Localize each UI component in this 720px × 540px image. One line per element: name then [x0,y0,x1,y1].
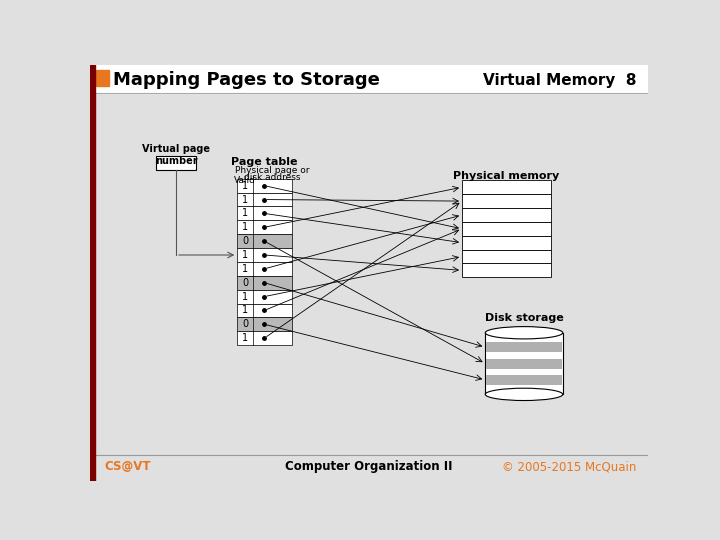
Bar [238,276,292,289]
Text: 1: 1 [242,181,248,191]
Text: Physical page or: Physical page or [235,166,310,174]
Bar [238,289,292,303]
Bar [485,333,563,394]
Text: 1: 1 [242,306,248,315]
Text: 1: 1 [242,208,248,218]
Text: Page table: Page table [231,157,297,167]
Bar [90,65,648,92]
Text: 1: 1 [242,194,248,205]
Bar [486,375,562,385]
Bar [90,65,96,481]
Bar [462,264,551,278]
Bar [238,331,292,345]
Text: Valid: Valid [234,177,256,185]
Text: Virtual Memory  8: Virtual Memory 8 [483,73,636,87]
Bar [238,234,292,248]
Text: 0: 0 [242,319,248,329]
Bar [462,222,551,236]
Bar [462,208,551,222]
Bar [462,236,551,249]
Bar [238,303,292,318]
Text: 0: 0 [242,236,248,246]
Ellipse shape [485,327,563,339]
Text: Mapping Pages to Storage: Mapping Pages to Storage [113,71,380,89]
Bar [486,342,562,352]
Bar [96,70,109,85]
Bar [238,206,292,220]
Text: CS@VT: CS@VT [104,460,150,473]
Text: Computer Organization II: Computer Organization II [285,460,453,473]
Bar [238,248,292,262]
Ellipse shape [485,388,563,401]
Text: 0: 0 [242,278,248,288]
Bar [238,193,292,206]
Bar [462,249,551,264]
Text: Disk storage: Disk storage [485,313,563,323]
Bar [156,156,196,170]
Text: Physical memory: Physical memory [454,171,559,181]
Bar [238,179,292,193]
Text: Virtual page
number: Virtual page number [142,144,210,166]
Text: 1: 1 [242,222,248,232]
Text: 1: 1 [242,333,248,343]
Bar [486,359,562,369]
Bar [462,194,551,208]
Bar [462,180,551,194]
Text: © 2005-2015 McQuain: © 2005-2015 McQuain [502,460,636,473]
Bar [238,262,292,276]
Text: 1: 1 [242,292,248,301]
Text: disk address: disk address [244,173,300,181]
Bar [238,220,292,234]
Bar [238,318,292,331]
Text: 1: 1 [242,264,248,274]
Text: 1: 1 [242,250,248,260]
